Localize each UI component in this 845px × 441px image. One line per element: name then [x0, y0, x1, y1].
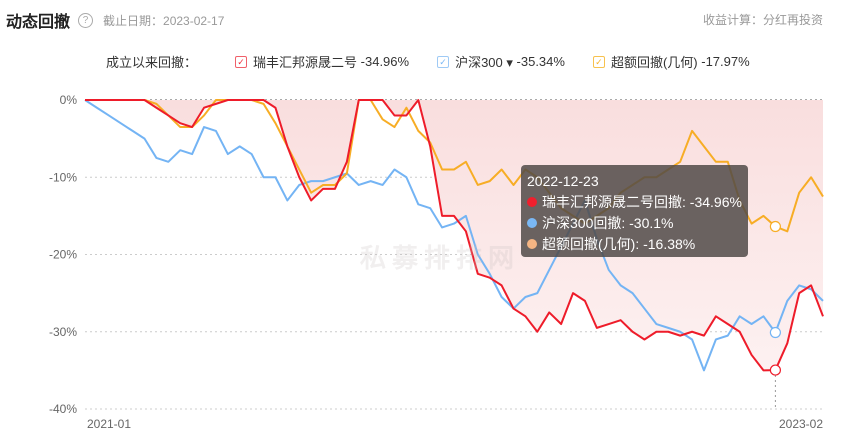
tooltip-text: 瑞丰汇邦源晟二号回撤: -34.96% [542, 194, 742, 210]
legend-item-fund[interactable]: ✓ 瑞丰汇邦源晟二号 -34.96% [235, 52, 409, 71]
legend-name: 超额回撤(几何) [610, 55, 698, 70]
y-tick-label: -20% [49, 248, 77, 262]
question-circle-icon[interactable]: ? [78, 12, 94, 28]
highlight-point-0 [769, 364, 781, 376]
checkbox-icon[interactable]: ✓ [437, 55, 450, 68]
highlight-point-2 [769, 220, 781, 233]
tooltip-date: 2022-12-23 [527, 173, 599, 189]
calc-mode[interactable]: 收益计算：分红再投资 [702, 13, 823, 27]
y-tick-label: -40% [49, 402, 77, 416]
y-tick-label: -10% [49, 170, 77, 184]
series-dot-icon [527, 197, 537, 207]
legend-item-hs300[interactable]: ✓ 沪深300 ▾ -35.34% [437, 52, 565, 71]
page-title: 动态回撤 [6, 14, 71, 31]
series-line-0 [85, 99, 824, 372]
tooltip-row: 瑞丰汇邦源晟二号回撤: -34.96% [527, 192, 748, 213]
tooltip-text: 超额回撤(几何): -16.38% [542, 236, 696, 252]
legend-item-excess[interactable]: ✓ 超额回撤(几何) -17.97% [592, 52, 750, 71]
x-tick-label: 2023-02 [779, 417, 823, 431]
series-line-1 [84, 99, 824, 372]
series-dot-icon [527, 239, 537, 249]
legend-value: -34.96% [360, 54, 410, 69]
tooltip-row: 超额回撤(几何): -16.38% [527, 234, 748, 255]
tooltip-row: 沪深300回撤: -30.1% [527, 213, 748, 234]
tooltip-text: 沪深300回撤: -30.1% [542, 215, 674, 231]
legend: 成立以来回撤： ✓ 瑞丰汇邦源晟二号 -34.96% ✓ 沪深300 ▾ -35… [106, 52, 778, 71]
legend-name[interactable]: 沪深300 ▾ [455, 55, 513, 70]
series-line-2 [85, 99, 824, 233]
as-of-date: 截止日期：2023-02-17 [103, 13, 225, 28]
highlight-point-1 [769, 326, 781, 339]
legend-value: -17.97% [701, 54, 750, 69]
tooltip: 2022-12-23 瑞丰汇邦源晟二号回撤: -34.96% 沪深300回撤: … [521, 165, 748, 257]
header: 动态回撤 ? 截止日期：2023-02-17 [6, 8, 224, 32]
legend-name: 瑞丰汇邦源晟二号 [253, 55, 358, 70]
legend-value: -35.34% [516, 54, 565, 69]
legend-label: 成立以来回撤： [106, 55, 198, 70]
y-tick-label: 0% [60, 93, 78, 107]
y-tick-label: -30% [49, 325, 77, 339]
series-dot-icon [527, 218, 537, 228]
watermark: 私募排排网 [360, 243, 521, 273]
x-tick-label: 2021-01 [87, 417, 131, 431]
checkbox-icon[interactable]: ✓ [592, 55, 605, 68]
checkbox-icon[interactable]: ✓ [235, 55, 248, 68]
